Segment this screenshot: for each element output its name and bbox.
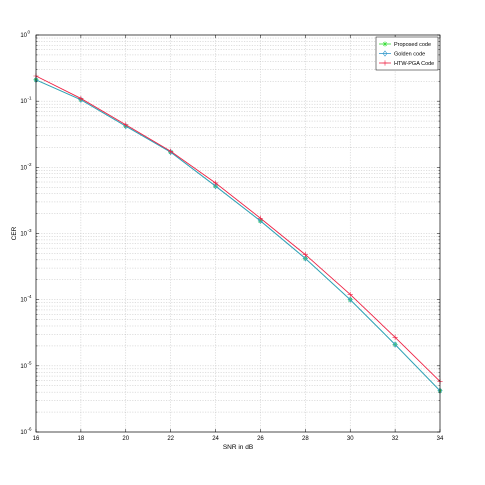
data-point-diamond [258,217,263,225]
series-line-htw-pga-code [35,75,441,382]
x-tick-label: 28 [302,436,309,442]
y-tick-exponent: -2 [28,162,32,167]
y-tick-label: 10 [20,430,27,436]
x-tick-label: 16 [33,436,40,442]
data-point-plus [123,122,129,128]
x-axis-label: SNR in dB [223,444,253,451]
legend-entry-proposed-code: Proposed code [394,42,431,48]
y-tick-exponent: -5 [28,360,32,365]
x-tick-label: 22 [167,436,174,442]
y-tick-label: 10 [20,99,27,105]
x-tick-label: 34 [437,436,444,442]
axis-ticks: 16 18 20 22 24 26 28 30 32 3410010-110-210-310-41… [20,30,444,443]
y-tick-label: 10 [20,232,27,238]
y-axis-label: CER [11,226,18,240]
data-point-diamond [347,296,353,303]
x-tick-label: 26 [257,436,264,442]
y-tick-exponent: -6 [28,427,32,432]
data-point-plus [382,60,388,66]
data-point-diamond [303,255,308,262]
data-point-star [382,41,388,47]
y-tick-label: 10 [20,298,27,304]
data-point-plus [347,291,353,298]
data-point-plus [257,215,264,221]
x-tick-label: 24 [212,436,219,442]
y-tick-label: 10 [20,165,27,171]
y-tick-exponent: -4 [28,294,32,299]
data-point-diamond [213,183,218,190]
data-point-plus [302,251,308,258]
legend-entry-golden-code: Golden code [394,52,425,58]
y-tick-exponent: -1 [28,96,32,101]
data-point-diamond [382,50,388,57]
data-point-plus [212,180,219,186]
x-tick-label: 32 [392,436,399,442]
y-tick-exponent: 0 [28,30,31,35]
data-point-plus [78,95,84,102]
data-point-plus [392,334,398,340]
x-tick-label: 30 [347,436,354,442]
legend: Proposed code Golden code HTW-PGA Code [375,36,439,71]
y-tick-exponent: -3 [28,228,32,233]
legend-entry-htw-pga-code: HTW-PGA Code [394,61,434,67]
data-point-diamond [392,341,398,348]
data-point-plus [168,148,174,154]
series-line-golden-code [35,79,441,392]
x-tick-label: 20 [122,436,129,442]
y-tick-label: 10 [20,33,27,39]
x-tick-label: 18 [78,436,85,442]
y-tick-label: 10 [20,364,27,370]
